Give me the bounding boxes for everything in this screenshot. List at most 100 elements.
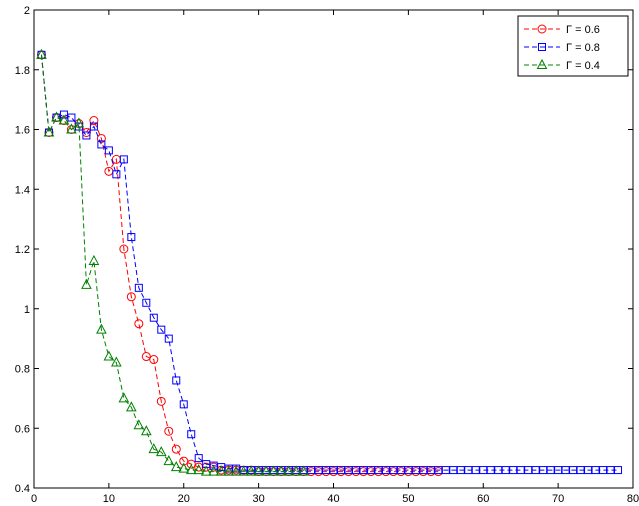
data-point [230,465,242,476]
data-point [97,140,106,149]
data-point [67,113,76,122]
data-point [187,430,196,439]
data-point [133,419,145,430]
data-point [208,465,220,476]
x-tick-label: 20 [178,493,190,505]
data-point [172,376,181,385]
data-point [268,465,279,476]
y-tick-label: 1.4 [15,184,30,196]
data-point [170,461,182,472]
series-line [40,54,304,473]
data-point [43,126,55,137]
x-tick-label: 60 [477,493,489,505]
x-tick-label: 70 [552,493,564,505]
x-tick-label: 10 [103,493,115,505]
data-point [223,465,235,476]
series-layer [36,48,623,477]
y-tick-label: 1.2 [15,244,30,256]
data-point [126,401,137,412]
data-point [179,456,189,466]
data-point [194,454,203,463]
series-triangle [36,48,309,476]
data-point [96,323,107,334]
data-point [142,298,151,307]
data-point [275,465,287,476]
data-point [119,155,128,164]
x-tick-label: 0 [31,493,37,505]
data-point [193,464,205,475]
y-tick-label: 2 [24,5,30,17]
data-point [185,464,197,475]
data-point [134,283,143,292]
y-tick-label: 0.8 [15,364,30,376]
x-tick-label: 30 [253,493,265,505]
data-point [118,392,130,403]
legend-label: Γ = 0.8 [566,42,600,54]
x-tick-label: 40 [327,493,339,505]
legend-label: Γ = 0.4 [566,60,600,72]
data-point [126,292,136,302]
data-point [163,455,175,466]
data-point [111,356,122,367]
data-point [140,425,152,436]
data-point [148,443,160,454]
data-point [171,444,181,454]
legend: Γ = 0.6 Γ = 0.8 Γ = 0.4 [517,15,629,77]
legend-label: Γ = 0.6 [566,24,600,36]
legend-item: Γ = 0.6 [524,24,600,36]
data-point [127,233,136,242]
data-point [283,465,294,476]
data-point [149,313,158,322]
data-point [186,459,196,469]
data-point [149,355,159,365]
data-point [96,133,106,143]
legend-marker [538,43,546,51]
data-point [614,466,623,475]
data-point [119,244,129,254]
legend-marker [536,58,548,69]
data-point [103,350,115,361]
data-point [298,465,309,476]
data-point [156,396,166,406]
data-point [290,465,302,476]
data-point [178,462,190,473]
ticks: 0 10 20 30 40 50 60 70 80 0.4 0.6 0.8 1 1.2 1.4 1.6 1.8 2 [15,5,639,505]
series-line [40,54,619,471]
data-point [253,465,264,476]
x-tick-label: 50 [402,493,414,505]
legend-marker [537,24,547,34]
data-point [200,465,212,476]
data-point [88,254,100,265]
legend-item: Γ = 0.8 [524,42,600,54]
data-point [164,334,173,343]
x-tick-label: 80 [627,493,639,505]
y-tick-label: 1 [24,304,30,316]
data-point [179,400,188,409]
data-point [36,48,47,59]
data-point [260,465,272,476]
data-point [58,114,70,125]
series-line [40,54,439,473]
data-point [245,465,257,476]
data-point [164,426,174,436]
data-point [134,319,144,329]
data-point [155,446,167,457]
data-point [238,465,249,476]
data-point [89,116,99,126]
data-point [73,117,85,128]
data-point [104,146,113,155]
series-square [37,50,623,475]
y-tick-label: 1.6 [15,125,30,137]
legend-box [517,15,629,77]
y-tick-label: 0.6 [15,423,30,435]
data-point [82,131,91,140]
data-point [141,352,151,362]
data-point [66,123,77,134]
data-point [81,278,92,289]
y-tick-label: 0.4 [15,483,30,495]
data-point [157,325,166,334]
data-point [89,122,98,131]
data-point [51,111,62,122]
data-point [215,465,227,476]
